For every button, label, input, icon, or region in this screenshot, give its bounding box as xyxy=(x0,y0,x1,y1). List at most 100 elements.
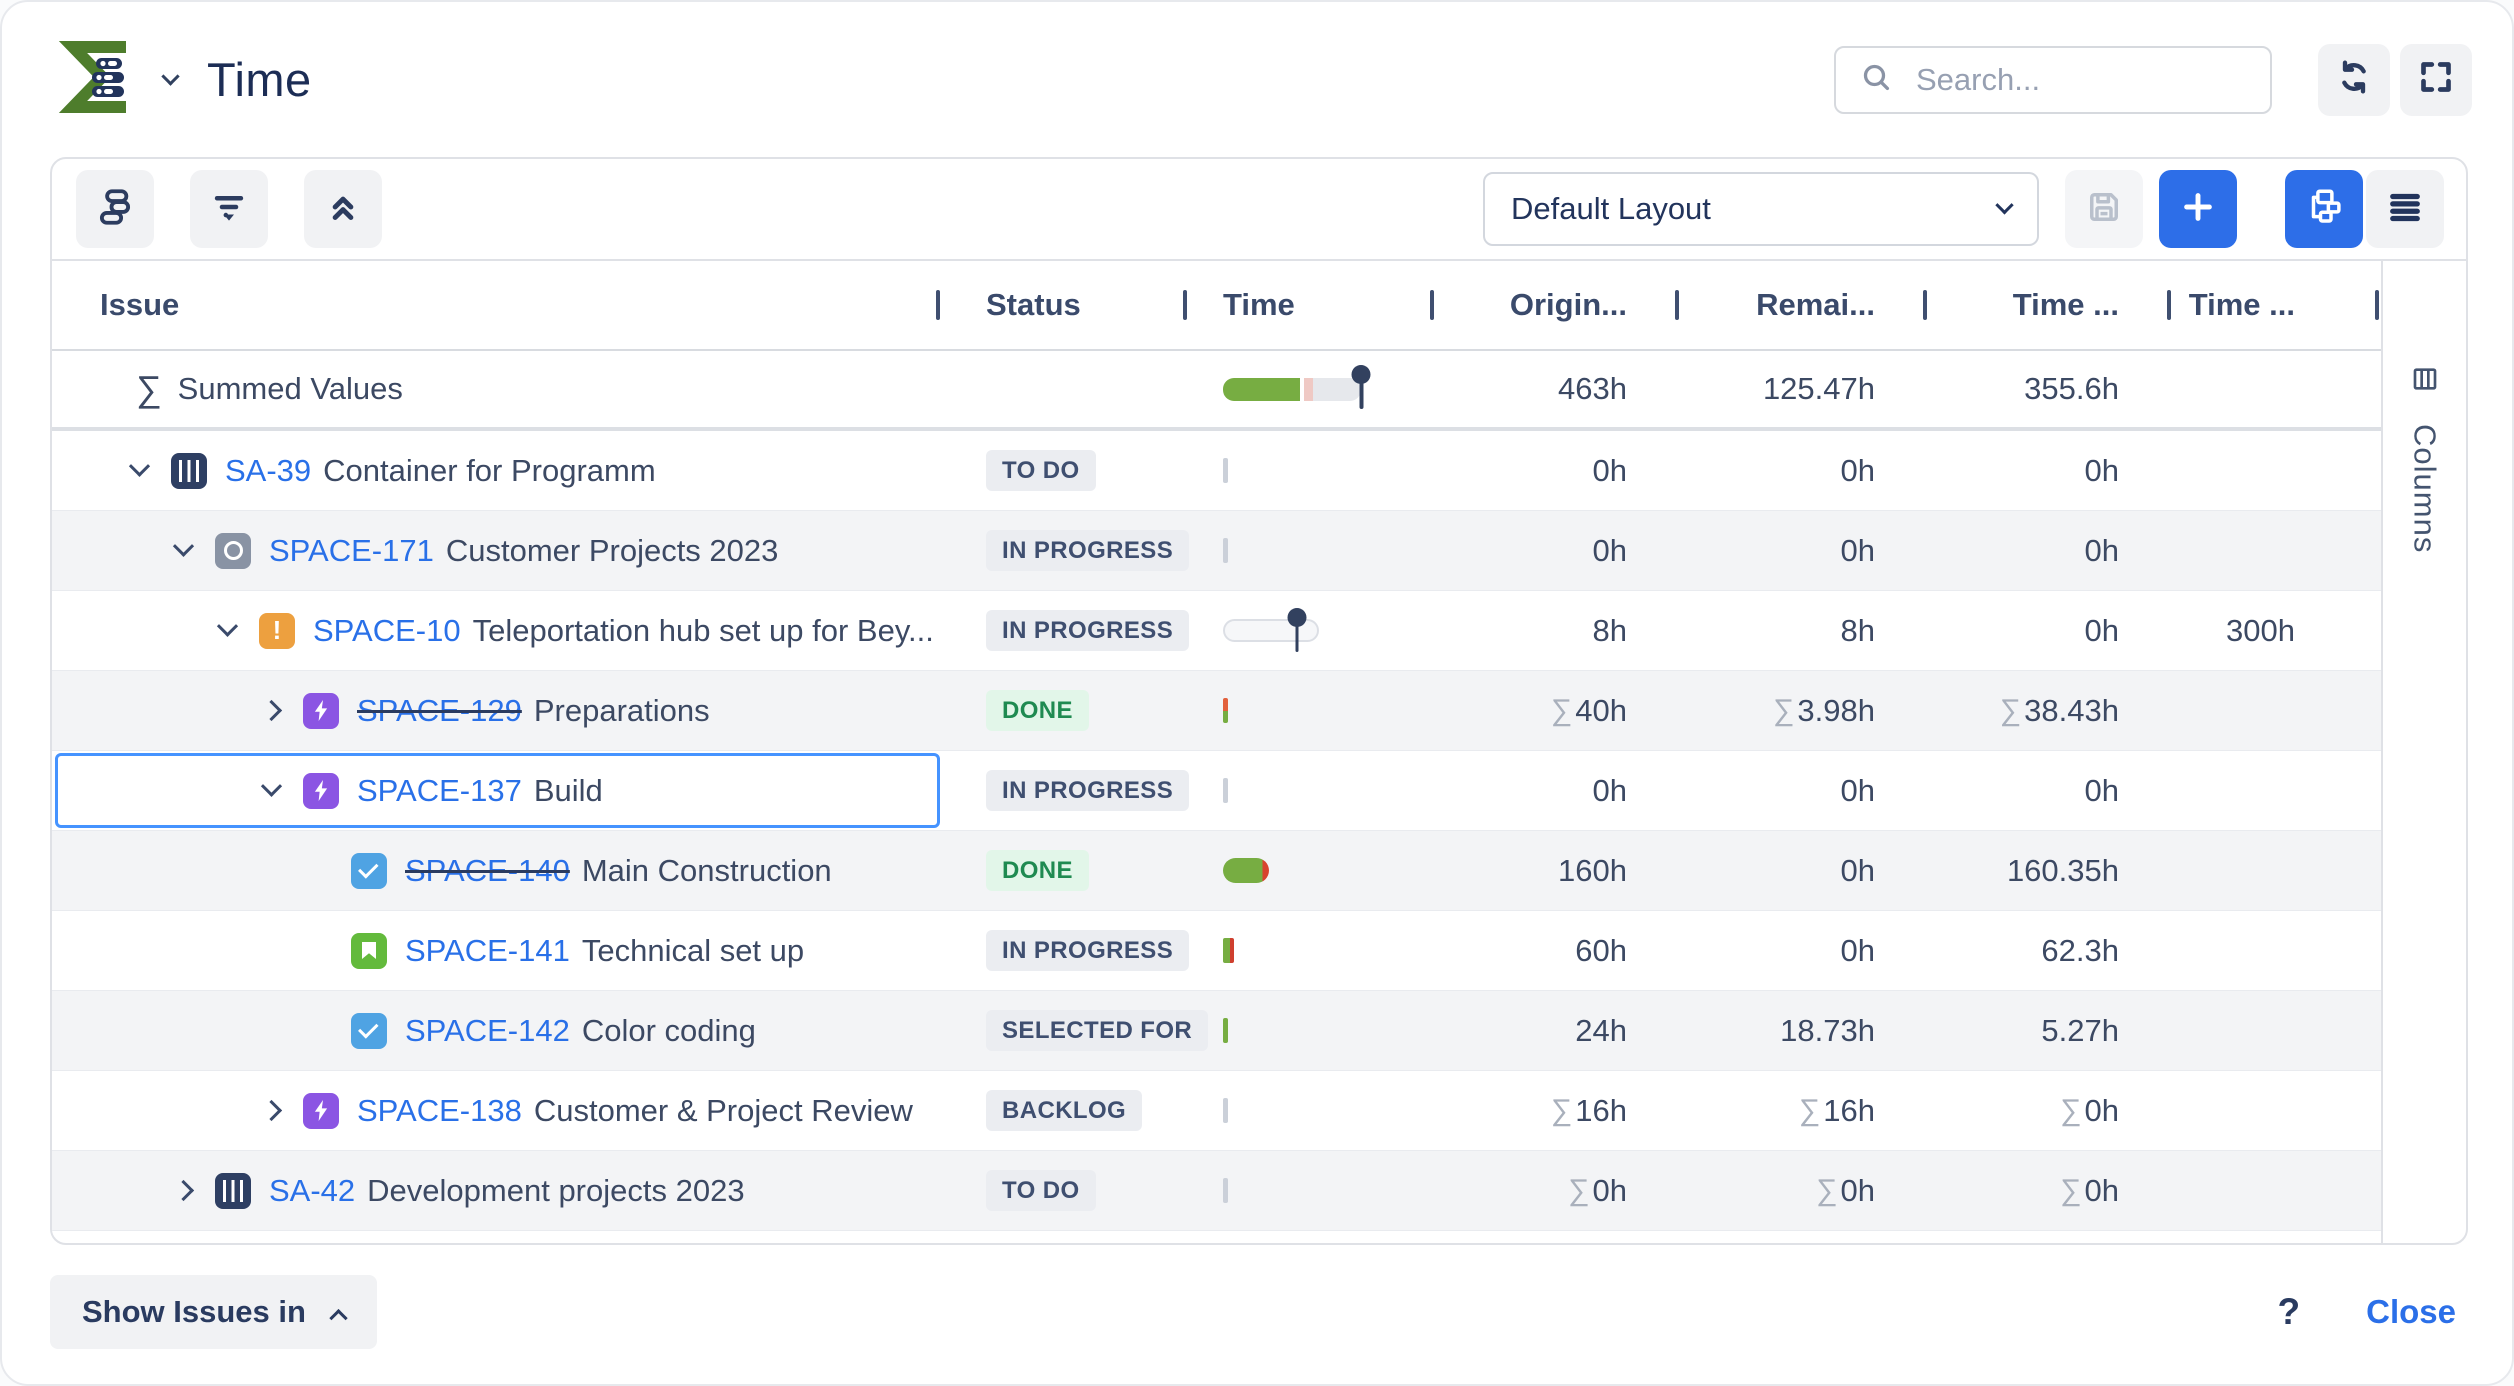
original-value-cell: 0h xyxy=(1436,511,1681,590)
spent-value: 0h xyxy=(2084,452,2119,488)
original-value-cell: ∑ 40h xyxy=(1436,671,1681,750)
chevron-right-icon[interactable] xyxy=(260,1099,283,1122)
issue-cell: SPACE-140 Main Construction xyxy=(52,831,942,910)
original-value: 160h xyxy=(1558,852,1627,888)
issue-key-link[interactable]: SPACE-142 xyxy=(405,1012,570,1048)
issue-summary: Customer Projects 2023 xyxy=(445,532,779,568)
issue-cell: SPACE-137 Build xyxy=(52,751,942,830)
original-value: 24h xyxy=(1575,1012,1627,1048)
list-view-button[interactable] xyxy=(2366,170,2444,248)
status-badge: SELECTED FOR xyxy=(986,1010,1209,1051)
status-badge: DONE xyxy=(986,690,1089,731)
dialog-header: Time xyxy=(2,2,2512,157)
table-row[interactable]: SA-42 Development projects 2023 TO DO ∑ 0h ∑ 0… xyxy=(52,1151,2381,1231)
columns-side-panel[interactable]: Columns xyxy=(2381,261,2466,1243)
spent-value-cell: 0h xyxy=(1929,751,2173,830)
remaining-value: 18.73h xyxy=(1780,1012,1875,1048)
filter-button[interactable] xyxy=(190,170,268,248)
issue-rows: SA-39 Container for Programm TO DO 0h 0h 0h SP… xyxy=(52,431,2381,1231)
group-by-button[interactable] xyxy=(76,170,154,248)
chevron-right-icon[interactable] xyxy=(172,1179,195,1202)
group-by-icon xyxy=(94,186,136,233)
search-input[interactable] xyxy=(1834,45,2272,114)
table-row[interactable]: SPACE-137 Build IN PROGRESS 0h 0h 0h xyxy=(52,751,2381,831)
table-row[interactable]: SPACE-141 Technical set up IN PROGRESS 60h 0… xyxy=(52,911,2381,991)
status-cell: IN PROGRESS xyxy=(942,591,1190,670)
table-row[interactable]: SPACE-10 Teleportation hub set up for Bey… xyxy=(52,591,2381,671)
view-mode-group xyxy=(2285,170,2444,248)
collapse-all-button[interactable] xyxy=(304,170,382,248)
save-icon xyxy=(2083,186,2125,233)
issue-summary: Color coding xyxy=(581,1012,756,1048)
column-resize-handle[interactable] xyxy=(1923,290,1927,320)
original-value-cell: ∑ 0h xyxy=(1436,1151,1681,1230)
column-resize-handle[interactable] xyxy=(1675,290,1679,320)
status-badge: IN PROGRESS xyxy=(986,930,1190,971)
table-row[interactable]: SPACE-138 Customer & Project Review BACKLO… xyxy=(52,1071,2381,1151)
column-header-time[interactable]: Time xyxy=(1189,261,1436,349)
column-resize-handle[interactable] xyxy=(1183,290,1187,320)
issue-key-link[interactable]: SA-42 xyxy=(269,1172,356,1208)
status-badge: BACKLOG xyxy=(986,1090,1143,1131)
extra-value-cell xyxy=(2173,911,2381,990)
time-progress-track xyxy=(1223,608,1319,652)
column-header-status[interactable]: Status xyxy=(942,261,1189,349)
tree-view-button[interactable] xyxy=(2285,170,2363,248)
time-progress-bar xyxy=(1223,698,1228,723)
sigma-icon: ∑ xyxy=(1550,1093,1573,1127)
original-value: 60h xyxy=(1575,932,1627,968)
chevron-down-icon[interactable] xyxy=(216,615,239,637)
column-header-time-spent[interactable]: Time ... xyxy=(1929,261,2173,349)
issue-key-link[interactable]: SPACE-137 xyxy=(357,772,522,808)
column-resize-handle[interactable] xyxy=(2375,290,2379,320)
save-layout-button[interactable] xyxy=(2065,170,2143,248)
column-resize-handle[interactable] xyxy=(2167,290,2171,320)
table-row[interactable]: SPACE-129 Preparations DONE ∑ 40h ∑ 3.98h ∑ 38.4… xyxy=(52,671,2381,751)
time-cell xyxy=(1189,511,1436,590)
close-button[interactable]: Close xyxy=(2366,1293,2456,1330)
status-cell: DONE xyxy=(942,671,1189,750)
task-icon xyxy=(351,852,387,889)
column-header-issue[interactable]: Issue xyxy=(52,261,942,349)
add-item-button[interactable] xyxy=(2159,170,2237,248)
table-row[interactable]: SPACE-140 Main Construction DONE 160h 0h 160.… xyxy=(52,831,2381,911)
issue-key-link[interactable]: SPACE-171 xyxy=(269,532,434,568)
chevron-down-icon[interactable] xyxy=(161,67,180,86)
help-button[interactable]: ? xyxy=(2277,1291,2301,1332)
show-issues-in-button[interactable]: Show Issues in xyxy=(50,1275,377,1349)
issue-key-link[interactable]: SPACE-10 xyxy=(313,612,461,648)
fullscreen-button[interactable] xyxy=(2400,43,2472,116)
search-field[interactable] xyxy=(1914,60,2248,99)
issue-key-link[interactable]: SPACE-138 xyxy=(357,1092,522,1128)
chevron-down-icon[interactable] xyxy=(172,535,195,557)
status-cell: TO DO xyxy=(942,431,1189,510)
issue-key-link[interactable]: SPACE-140 xyxy=(405,852,570,888)
column-resize-handle[interactable] xyxy=(1430,290,1434,320)
list-view-icon xyxy=(2384,186,2426,233)
chevron-down-icon[interactable] xyxy=(128,455,151,477)
table-row[interactable]: SA-39 Container for Programm TO DO 0h 0h 0h xyxy=(52,431,2381,511)
issue-key-link[interactable]: SA-39 xyxy=(225,452,312,488)
sigma-app-logo-icon[interactable] xyxy=(58,38,150,121)
issue-key-link[interactable]: SPACE-129 xyxy=(357,692,522,728)
chevron-right-icon[interactable] xyxy=(260,699,283,722)
time-cell xyxy=(1189,1151,1436,1230)
issue-summary: Preparations xyxy=(533,692,710,728)
table-row[interactable]: SPACE-171 Customer Projects 2023 IN PROGRE… xyxy=(52,511,2381,591)
layout-select[interactable]: Default Layout xyxy=(1483,172,2039,246)
chevron-down-icon[interactable] xyxy=(260,775,283,797)
issue-key-link[interactable]: SPACE-141 xyxy=(405,932,570,968)
remaining-value: 0h xyxy=(1840,932,1875,968)
column-resize-handle[interactable] xyxy=(936,290,940,320)
column-header-original-estimate[interactable]: Origin... xyxy=(1436,261,1681,349)
refresh-button[interactable] xyxy=(2318,43,2390,116)
summed-values-row: ∑ Summed Values xyxy=(52,351,2381,431)
spent-value-cell: ∑ 0h xyxy=(1929,1151,2173,1230)
table-row[interactable]: SPACE-142 Color coding SELECTED FOR 24h 18.7… xyxy=(52,991,2381,1071)
column-header-remaining-estimate[interactable]: Remai... xyxy=(1681,261,1929,349)
column-header-time-extra[interactable]: Time ... xyxy=(2173,261,2381,349)
chevron-down-icon xyxy=(1995,195,2014,214)
extra-value: 300h xyxy=(2226,612,2295,648)
sigma-icon: ∑ xyxy=(136,368,162,409)
